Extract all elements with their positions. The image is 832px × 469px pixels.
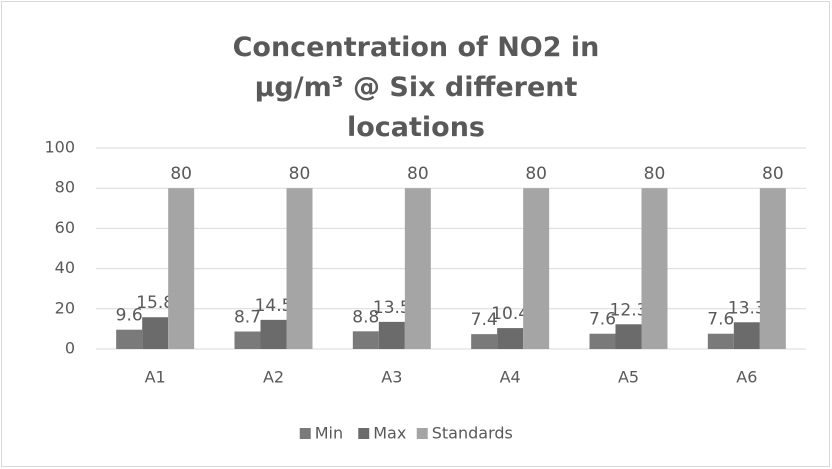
data-label: 80 [407,164,429,184]
data-label: 80 [170,164,192,184]
legend-label: Standards [432,424,513,443]
bar [707,333,734,349]
data-label: 13.5 [373,298,411,318]
x-tick-label: A3 [381,368,402,387]
legend-label: Min [315,424,343,443]
legend-swatch [299,428,311,439]
data-label: 8.7 [234,308,261,328]
y-tick-label: 80 [55,178,75,197]
bar [142,317,169,349]
x-tick-label: A6 [736,368,757,387]
data-label: 7.4 [471,310,498,330]
y-tick-label: 60 [55,218,75,237]
bar [615,324,642,349]
bar [733,322,760,349]
bar [497,328,524,349]
bar [641,188,668,349]
bar [352,331,379,349]
bar [404,188,431,349]
data-label: 80 [644,164,666,184]
y-tick-label: 0 [65,339,75,358]
x-tick-label: A2 [263,368,284,387]
bar [234,331,261,349]
y-tick-label: 40 [55,258,75,277]
legend-swatch [358,428,370,439]
x-tick-label: A4 [500,368,521,387]
data-label: 80 [289,164,311,184]
bar [523,188,550,349]
bar [286,188,313,349]
y-tick-label: 100 [44,138,75,157]
data-label: 80 [762,164,784,184]
data-label: 9.6 [116,306,143,326]
data-label: 14.5 [255,296,293,316]
data-label: 10.4 [491,304,529,324]
data-label: 7.6 [707,310,734,330]
chart-title: Concentration of NO2 in μg/m³ @ Six diff… [232,32,600,143]
data-label: 7.6 [589,310,616,330]
data-label: 15.8 [136,293,174,313]
bar [260,319,287,349]
data-label: 80 [525,164,547,184]
bar [589,333,616,349]
data-label: 12.3 [610,300,648,320]
data-label: 8.8 [352,307,379,327]
data-label: 13.3 [728,298,766,318]
bar [168,188,195,349]
bar [116,329,143,349]
legend-label: Max [373,424,406,443]
x-tick-label: A5 [618,368,639,387]
bar [759,188,786,349]
bar [378,321,405,349]
bar [471,334,498,349]
legend-swatch [416,428,428,439]
y-tick-label: 20 [55,298,75,317]
x-tick-label: A1 [145,368,166,387]
